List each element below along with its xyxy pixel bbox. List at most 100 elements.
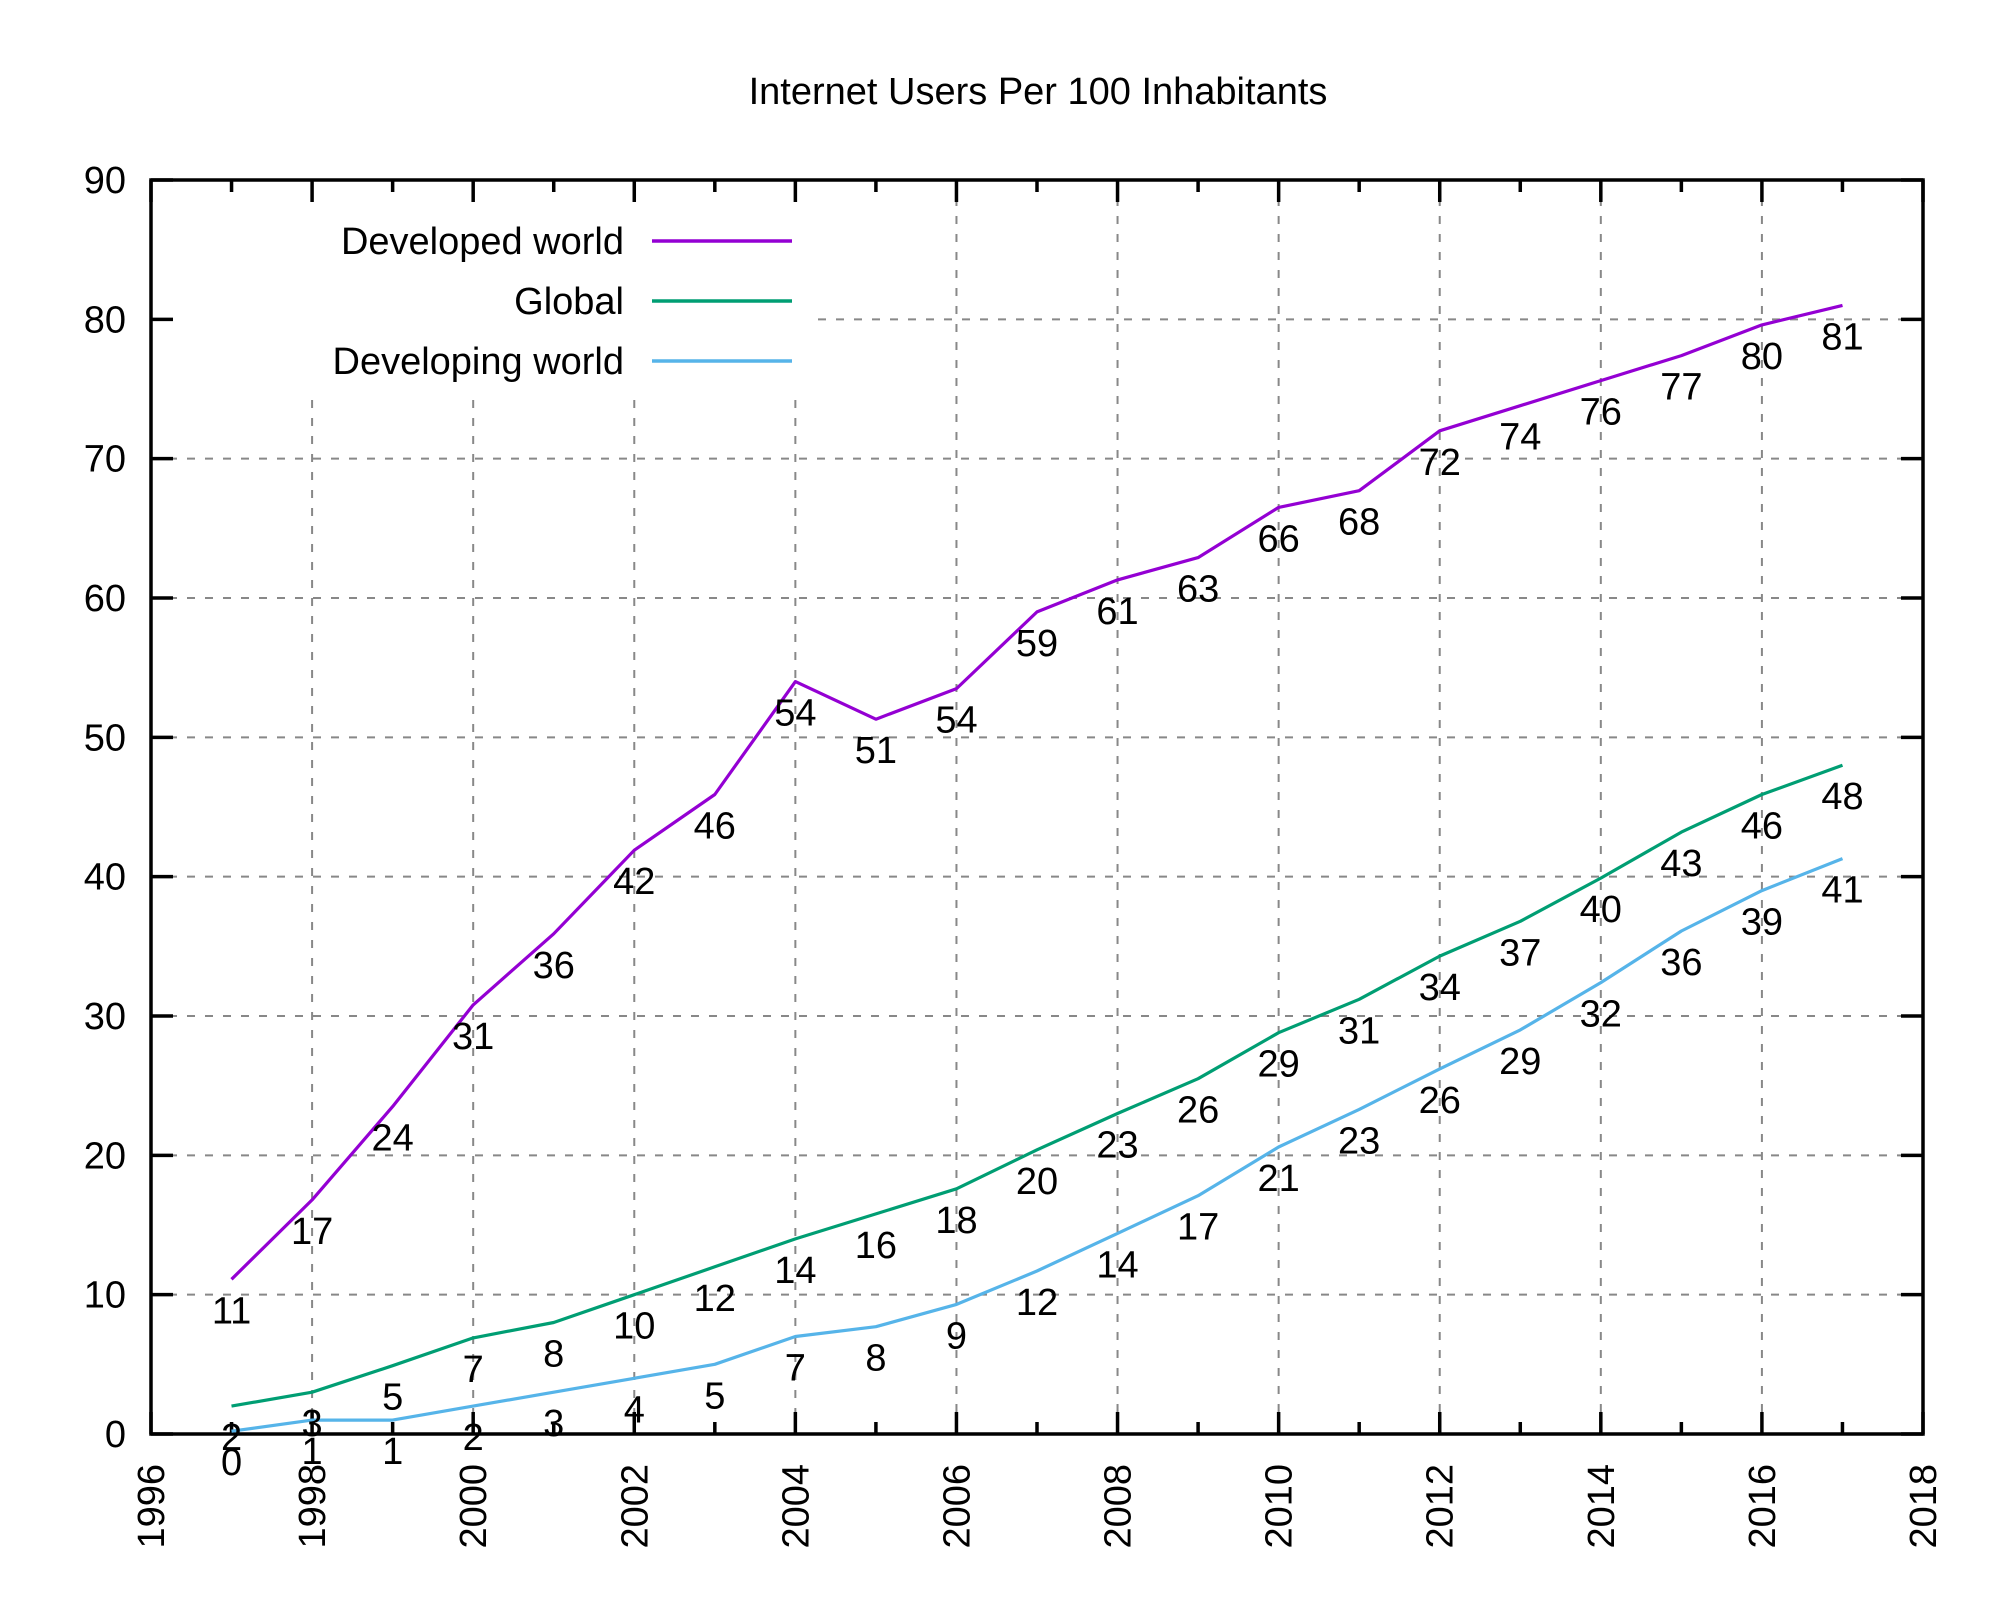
y-tick-label: 40 xyxy=(84,857,126,899)
data-label-developing-world: 32 xyxy=(1580,994,1622,1036)
data-label-developed-world: 66 xyxy=(1257,518,1299,560)
data-label-global: 10 xyxy=(613,1306,655,1348)
data-label-developing-world: 5 xyxy=(704,1375,725,1417)
legend-label: Developed world xyxy=(341,221,624,263)
data-label-developed-world: 42 xyxy=(613,861,655,903)
legend-label: Developing world xyxy=(333,341,625,383)
data-label-developing-world: 23 xyxy=(1338,1120,1380,1162)
data-label-developed-world: 51 xyxy=(855,730,897,772)
x-tick-label: 2010 xyxy=(1259,1464,1301,1549)
legend: Developed world Global Developing world xyxy=(333,221,792,383)
data-label-developing-world: 14 xyxy=(1096,1244,1138,1286)
data-label-developing-world: 17 xyxy=(1177,1207,1219,1249)
data-label-global: 16 xyxy=(855,1225,897,1267)
data-label-developing-world: 21 xyxy=(1257,1158,1299,1200)
series-line-global xyxy=(231,763,1844,1408)
data-label-developed-world: 80 xyxy=(1741,336,1783,378)
data-label-global: 46 xyxy=(1741,805,1783,847)
data-label-global: 43 xyxy=(1660,843,1702,885)
data-label-developed-world: 68 xyxy=(1338,502,1380,544)
data-label-developing-world: 9 xyxy=(946,1315,967,1357)
y-tick-label: 90 xyxy=(84,160,126,202)
x-tick-label: 2018 xyxy=(1903,1464,1945,1549)
data-label-developed-world: 54 xyxy=(935,700,977,742)
data-label-global: 34 xyxy=(1419,967,1461,1009)
series-line-developing-world xyxy=(231,857,1844,1433)
data-label-developing-world: 0 xyxy=(221,1442,242,1484)
x-tick-label: 2006 xyxy=(936,1464,978,1549)
data-label-developed-world: 31 xyxy=(452,1016,494,1058)
data-label-developed-world: 72 xyxy=(1419,442,1461,484)
y-tick-label: 20 xyxy=(84,1135,126,1177)
x-tick-label: 2008 xyxy=(1098,1464,1140,1549)
y-tick-label: 50 xyxy=(84,717,126,759)
chart-title: Internet Users Per 100 Inhabitants xyxy=(749,71,1328,113)
y-tick-label: 10 xyxy=(84,1275,126,1317)
data-label-developed-world: 81 xyxy=(1821,316,1863,358)
x-tick-label: 1996 xyxy=(131,1464,173,1549)
data-label-developing-world: 29 xyxy=(1499,1041,1541,1083)
data-label-developed-world: 46 xyxy=(694,805,736,847)
data-label-global: 26 xyxy=(1177,1090,1219,1132)
y-tick-label: 0 xyxy=(105,1414,126,1456)
data-label-global: 7 xyxy=(463,1349,484,1391)
data-label-developing-world: 12 xyxy=(1016,1282,1058,1324)
data-label-global: 48 xyxy=(1821,776,1863,818)
data-label-developed-world: 17 xyxy=(291,1211,333,1253)
data-label-developing-world: 7 xyxy=(785,1347,806,1389)
data-label-global: 5 xyxy=(382,1377,403,1419)
data-label-global: 18 xyxy=(935,1200,977,1242)
x-tick-label: 2004 xyxy=(775,1464,817,1549)
data-label-developing-world: 8 xyxy=(865,1338,886,1380)
data-label-developing-world: 2 xyxy=(463,1417,484,1459)
data-label-developing-world: 4 xyxy=(624,1389,645,1431)
x-tick-label: 2000 xyxy=(453,1464,495,1549)
data-label-global: 12 xyxy=(694,1278,736,1320)
data-label-developing-world: 1 xyxy=(382,1431,403,1473)
grid-lines xyxy=(151,180,1923,1434)
data-label-developed-world: 74 xyxy=(1499,417,1541,459)
data-label-global: 40 xyxy=(1580,889,1622,931)
data-label-global: 3 xyxy=(302,1403,323,1445)
y-tick-label: 30 xyxy=(84,996,126,1038)
legend-item-global: Global xyxy=(514,281,792,323)
x-tick-label: 1998 xyxy=(292,1464,334,1549)
legend-item-developed-world: Developed world xyxy=(341,221,792,263)
data-label-developing-world: 3 xyxy=(543,1403,564,1445)
data-label-global: 31 xyxy=(1338,1010,1380,1052)
data-label-global: 20 xyxy=(1016,1161,1058,1203)
data-label-developed-world: 36 xyxy=(533,945,575,987)
data-label-developing-world: 1 xyxy=(302,1431,323,1473)
x-tick-label: 2014 xyxy=(1581,1464,1623,1549)
data-series xyxy=(230,303,1844,1433)
data-label-global: 29 xyxy=(1257,1044,1299,1086)
x-tick-label: 2016 xyxy=(1742,1464,1784,1549)
data-label-developed-world: 61 xyxy=(1096,591,1138,633)
x-tick-label: 2002 xyxy=(614,1464,656,1549)
data-label-global: 37 xyxy=(1499,932,1541,974)
data-label-global: 23 xyxy=(1096,1125,1138,1167)
data-label-developing-world: 41 xyxy=(1821,870,1863,912)
data-label-global: 8 xyxy=(543,1334,564,1376)
data-label-developed-world: 77 xyxy=(1660,367,1702,409)
data-label-developed-world: 59 xyxy=(1016,623,1058,665)
data-label-developed-world: 76 xyxy=(1580,392,1622,434)
data-label-developed-world: 24 xyxy=(371,1118,413,1160)
series-line-developed-world xyxy=(230,303,1843,1281)
x-tick-label: 2012 xyxy=(1420,1464,1462,1549)
legend-label: Global xyxy=(514,281,624,323)
y-tick-label: 80 xyxy=(84,299,126,341)
data-label-developed-world: 63 xyxy=(1177,569,1219,611)
legend-item-developing-world: Developing world xyxy=(333,341,792,383)
data-label-global: 14 xyxy=(774,1250,816,1292)
y-tick-label: 60 xyxy=(84,578,126,620)
data-label-developed-world: 54 xyxy=(774,693,816,735)
data-label-developing-world: 26 xyxy=(1419,1080,1461,1122)
data-label-developing-world: 36 xyxy=(1660,942,1702,984)
data-label-global: 2 xyxy=(221,1417,242,1459)
data-label-developing-world: 39 xyxy=(1741,902,1783,944)
y-tick-label: 70 xyxy=(84,439,126,481)
